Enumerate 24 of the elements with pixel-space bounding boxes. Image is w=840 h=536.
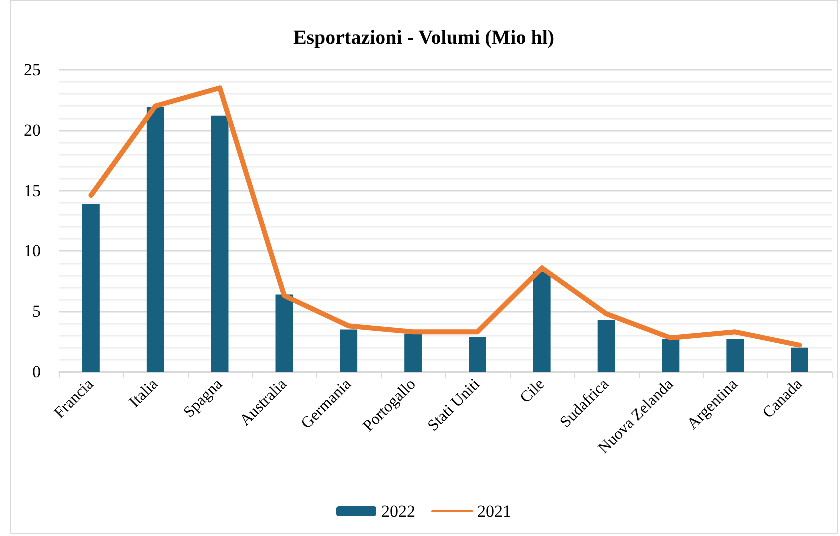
bar <box>533 272 551 372</box>
y-tick-label: 20 <box>24 120 41 140</box>
legend-label: 2021 <box>478 502 512 521</box>
bar <box>146 107 164 372</box>
bar <box>726 339 744 372</box>
bar <box>662 339 680 372</box>
bar <box>469 336 486 372</box>
legend-label: 2022 <box>382 502 416 521</box>
bar <box>276 294 294 372</box>
y-tick-label: 0 <box>32 362 41 382</box>
x-tick-label: Stati Uniti <box>424 376 484 435</box>
x-tick-label: Italia <box>126 376 162 412</box>
y-tick-label: 15 <box>24 181 41 200</box>
chart-title: Esportazioni - Volumi (Mio hl) <box>293 27 555 49</box>
bar <box>211 116 229 372</box>
bar <box>340 330 358 372</box>
bar <box>82 204 100 372</box>
y-tick-label: 10 <box>24 242 41 261</box>
bar <box>598 320 616 372</box>
x-tick-label: Cile <box>517 376 548 407</box>
bar <box>791 348 808 372</box>
bar <box>404 334 422 372</box>
y-tick-label: 25 <box>24 60 41 80</box>
y-tick-label: 5 <box>32 302 41 322</box>
